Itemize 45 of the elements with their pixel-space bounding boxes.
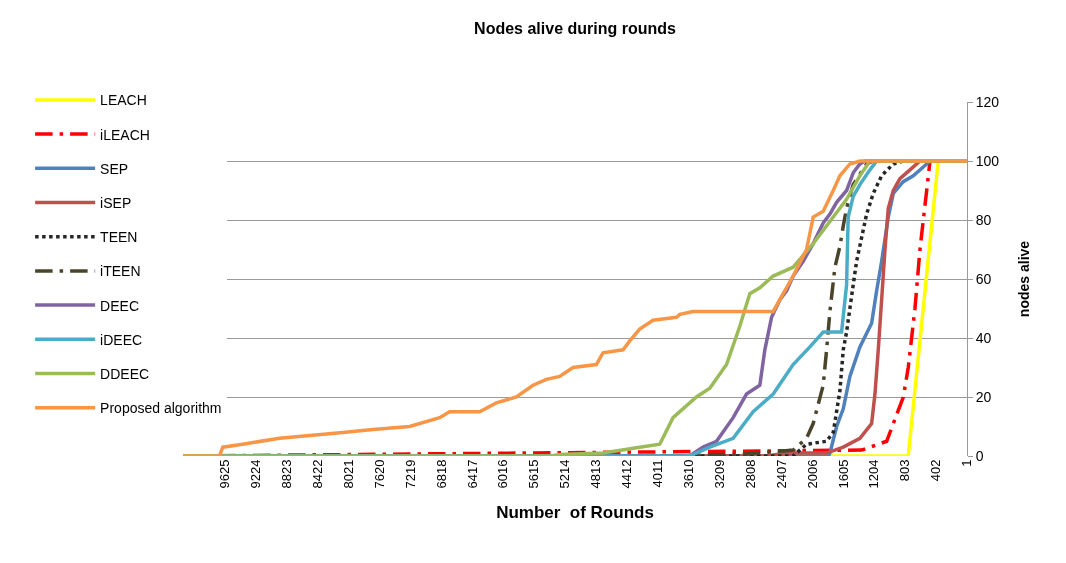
x-tick-label: 2006 [804, 459, 820, 489]
x-tick-label: 5615 [526, 459, 542, 489]
x-tick-label: 4412 [619, 459, 635, 489]
legend-label: DDEEC [100, 365, 150, 382]
x-axis-title: Number of Rounds [496, 502, 654, 522]
y-tick-label: 100 [975, 152, 1000, 169]
x-tick-label: 7219 [402, 459, 418, 489]
legend-label: DEEC [100, 297, 140, 314]
x-tick-label: 4813 [588, 459, 604, 489]
y-tick-label: 120 [975, 93, 1000, 110]
x-tick-label: 8823 [279, 459, 295, 489]
y-tick-label: 0 [975, 447, 984, 464]
x-tick-label: 4011 [650, 459, 666, 488]
x-tick-label: 9625 [217, 459, 233, 489]
x-tick-label: 6016 [495, 459, 511, 489]
legend-label: iLEACH [100, 126, 150, 143]
legend-label: iTEEN [100, 263, 141, 280]
x-tick-label: 1 [959, 459, 975, 467]
legend-label: LEACH [100, 92, 147, 109]
legend-label: iSEP [100, 194, 132, 211]
x-tick-label: 3610 [680, 459, 696, 489]
legend-label: SEP [100, 160, 129, 177]
legend-label: TEEN [100, 229, 138, 246]
x-tick-label: 3209 [711, 459, 727, 489]
x-tick-label: 2808 [742, 459, 758, 489]
x-tick-label: 803 [897, 459, 913, 482]
x-tick-label: 6417 [464, 459, 480, 489]
y-axis-title: nodes alive [1015, 240, 1032, 318]
legend-label: Proposed algorithm [100, 400, 222, 417]
x-tick-label: 8021 [340, 459, 356, 489]
x-tick-label: 7620 [371, 459, 387, 489]
legend-label: iDEEC [100, 331, 143, 348]
y-tick-label: 40 [975, 329, 992, 346]
x-tick-label: 8422 [309, 459, 325, 489]
x-tick-label: 402 [928, 459, 944, 482]
x-tick-label: 1605 [835, 459, 851, 489]
y-tick-label: 80 [975, 211, 992, 228]
x-tick-label: 6818 [433, 459, 449, 489]
x-tick-label: 9224 [248, 459, 264, 489]
y-tick-label: 60 [975, 270, 992, 287]
y-tick-label: 20 [975, 388, 992, 405]
x-tick-label: 2407 [773, 459, 789, 489]
x-tick-label: 1204 [866, 459, 882, 489]
x-tick-label: 5214 [557, 459, 573, 489]
chart-title: Nodes alive during rounds [474, 19, 676, 37]
